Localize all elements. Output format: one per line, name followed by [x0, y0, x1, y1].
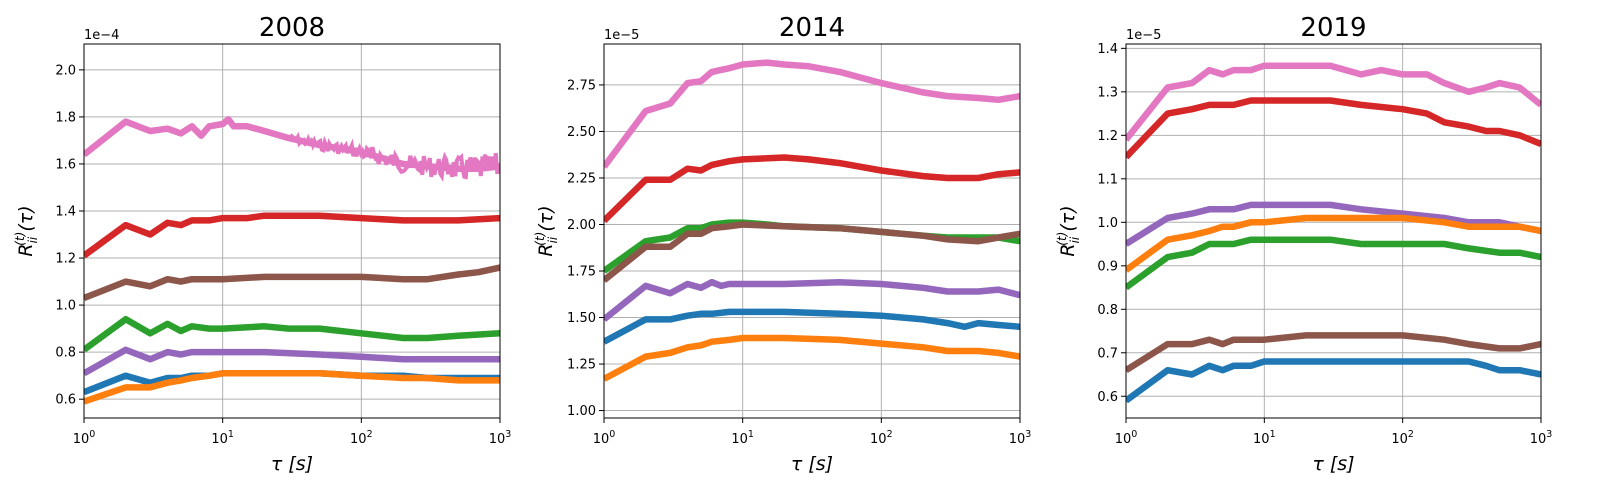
x-tick-label: 101	[731, 429, 754, 447]
y-tick-label: 0.8	[1097, 303, 1118, 318]
y-tick-label: 0.9	[1097, 259, 1118, 274]
series-line	[604, 59, 1020, 169]
series-line	[1126, 97, 1541, 160]
series-line	[1126, 214, 1541, 273]
y-tick-label: 1.6	[55, 157, 76, 172]
series-line	[1126, 332, 1541, 373]
y-tick-label: 1.3	[1097, 85, 1118, 100]
y-tick-label: 1.25	[567, 358, 596, 373]
panel-2008: 100 101 102 103 0.6 0.8 1.0 1.2 1.4 1.6 1.8 2.0 1e−4…	[13, 13, 511, 475]
y-axis-label: Rii(t)(τ)	[533, 205, 560, 256]
plot-area	[1126, 62, 1541, 404]
y-tick-label: 0.7	[1097, 346, 1118, 361]
y-tick-label: 2.25	[567, 171, 596, 186]
x-tick-label: 102	[350, 429, 373, 447]
series-line	[84, 212, 500, 259]
y-tick-label: 1.4	[1097, 42, 1118, 57]
y-tick-label: 0.8	[55, 346, 76, 361]
x-tick-label: 101	[1253, 429, 1276, 447]
y-exponent-label: 1e−5	[1126, 28, 1161, 43]
chart-title: 2008	[259, 13, 325, 43]
x-tick-label: 100	[593, 429, 616, 447]
y-exponent-label: 1e−5	[604, 28, 639, 43]
x-axis-label: τ [s]	[1312, 453, 1354, 475]
series-line	[604, 334, 1020, 382]
y-tick-label: 2.0	[55, 63, 76, 78]
x-tick-label: 102	[870, 429, 893, 447]
series-line	[1126, 236, 1541, 291]
series-line	[1126, 62, 1541, 142]
series-line	[1126, 358, 1541, 404]
y-tick-label: 1.75	[567, 265, 596, 280]
y-tick-label: 2.75	[567, 78, 596, 93]
x-axis-label: τ [s]	[791, 453, 833, 475]
x-tick-label: 103	[1009, 429, 1032, 447]
y-tick-label: 2.50	[567, 125, 596, 140]
y-axis-label: Rii(t)(τ)	[13, 205, 40, 256]
x-tick-label: 100	[73, 429, 96, 447]
y-tick-label: 1.00	[567, 404, 596, 419]
x-tick-label: 103	[489, 429, 512, 447]
y-exponent-label: 1e−4	[84, 28, 119, 43]
series-line	[84, 315, 500, 353]
axes-frame	[83, 43, 501, 419]
x-tick-label: 101	[211, 429, 234, 447]
plot-area	[604, 59, 1020, 382]
y-tick-label: 1.0	[55, 299, 76, 314]
axes-frame	[603, 43, 1021, 419]
series-line	[84, 346, 500, 377]
y-tick-label: 1.0	[1097, 216, 1118, 231]
series-line	[604, 308, 1020, 345]
series-line	[604, 278, 1020, 322]
series-line	[1126, 201, 1541, 247]
x-tick-label: 102	[1391, 429, 1414, 447]
panel-2019: 100 101 102 103 0.6 0.7 0.8 0.9 1.0 1.1 1.2 1.3 1.4 1…	[1055, 13, 1552, 475]
chart-title: 2019	[1300, 13, 1366, 43]
chart-title: 2014	[779, 13, 845, 43]
y-axis-label: Rii(t)(τ)	[1055, 205, 1082, 256]
series-line	[84, 370, 500, 405]
series-line	[604, 221, 1020, 283]
y-tick-label: 0.6	[1097, 390, 1118, 405]
series-line	[604, 154, 1020, 224]
y-tick-label: 0.6	[55, 393, 76, 408]
plot-area	[84, 116, 500, 405]
axes-frame	[1125, 43, 1542, 419]
x-axis-label: τ [s]	[271, 453, 313, 475]
y-tick-label: 1.2	[1097, 129, 1118, 144]
series-noise	[287, 131, 500, 183]
y-tick-label: 1.1	[1097, 172, 1118, 187]
y-tick-label: 1.50	[567, 311, 596, 326]
panel-2014: 100 101 102 103 1.00 1.25 1.50 1.75 2.00 2.25 2.50…	[533, 13, 1031, 475]
y-tick-label: 1.2	[55, 252, 76, 267]
series-line	[84, 264, 500, 302]
y-tick-label: 1.4	[55, 205, 76, 220]
x-tick-label: 103	[1530, 429, 1553, 447]
y-tick-label: 2.00	[567, 218, 596, 233]
x-tick-label: 100	[1115, 429, 1138, 447]
y-tick-label: 1.8	[55, 110, 76, 125]
